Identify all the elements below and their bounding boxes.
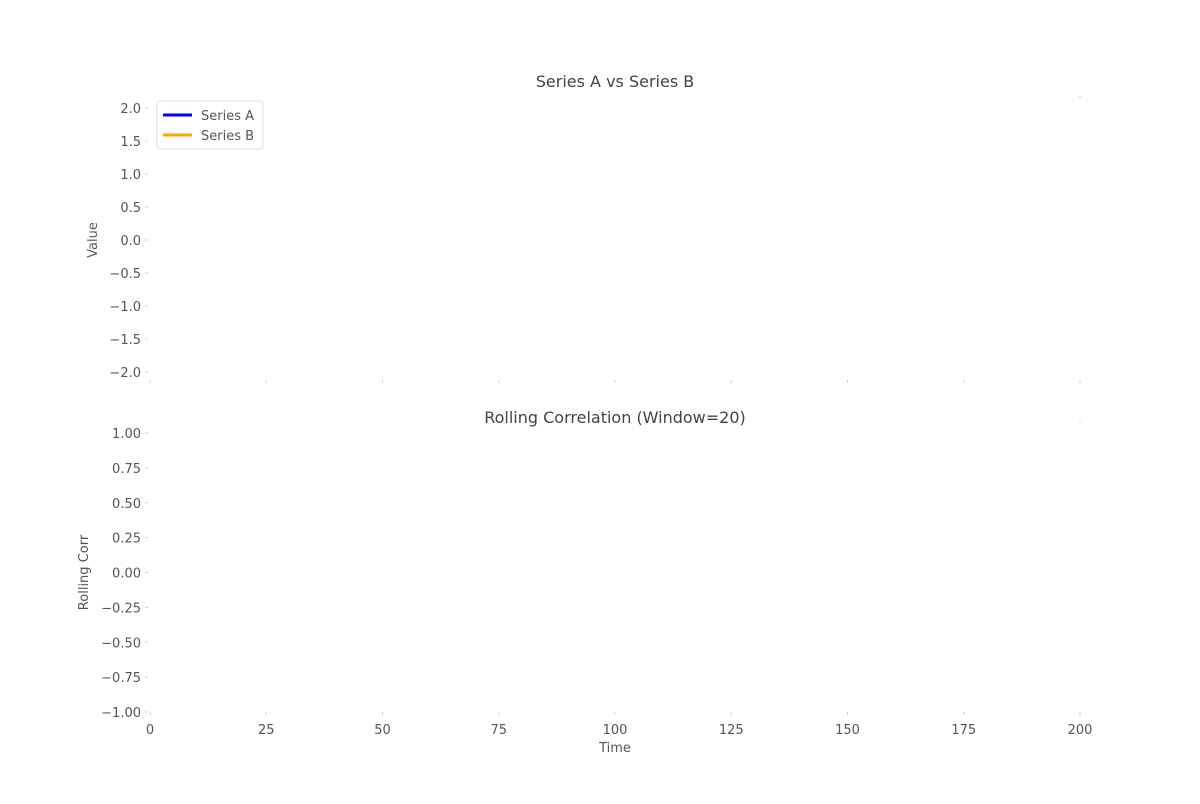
y-tick-label: 0.50 (112, 497, 141, 512)
y-tick-label: −1.0 (109, 300, 141, 315)
x-tick-label: 75 (490, 723, 507, 738)
y-tick-label: 1.00 (112, 427, 141, 442)
chart-title: Rolling Correlation (Window=20) (484, 408, 746, 427)
legend-box (156, 100, 264, 150)
x-tick-label: 175 (951, 723, 976, 738)
x-axis-label: Time (598, 741, 631, 756)
y-tick-label: 0.00 (112, 567, 141, 582)
y-tick-label: −1.5 (109, 333, 141, 348)
x-tick-label: 50 (374, 723, 391, 738)
y-tick-label: 1.0 (120, 168, 141, 183)
x-tick-label: 0 (146, 723, 154, 738)
y-tick-label: −0.25 (101, 601, 141, 616)
y-tick-label: −1.00 (101, 706, 141, 721)
x-tick-label: 100 (603, 723, 628, 738)
chart-panel-bottom: Rolling Correlation (Window=20) Rolling C… (77, 408, 1092, 756)
y-tick-label: −0.5 (109, 267, 141, 282)
x-tick-label: 25 (258, 723, 275, 738)
y-tick-label: 0.75 (112, 462, 141, 477)
y-tick-label: 0.0 (120, 234, 141, 249)
y-axis-label: Rolling Corr (77, 534, 92, 610)
chart-title: Series A vs Series B (536, 72, 694, 91)
y-tick-label: −0.50 (101, 636, 141, 651)
y-tick-label: 2.0 (120, 102, 141, 117)
y-tick-label: 0.25 (112, 532, 141, 547)
legend: Series A Series B (156, 100, 264, 150)
y-tick-label: 1.5 (120, 135, 141, 150)
chart-panel-top: Series A vs Series B Value 2.0 1.5 1.0 0.5 0.0… (86, 72, 1081, 383)
x-tick-label: 200 (1068, 723, 1093, 738)
y-axis-label: Value (86, 222, 101, 258)
y-tick-label: −2.0 (109, 366, 141, 381)
y-tick-label: −0.75 (101, 671, 141, 686)
x-tick-label: 150 (835, 723, 860, 738)
x-tick-label: 125 (719, 723, 744, 738)
legend-label: Series A (201, 109, 254, 124)
y-tick-label: 0.5 (120, 201, 141, 216)
legend-label: Series B (201, 129, 254, 144)
